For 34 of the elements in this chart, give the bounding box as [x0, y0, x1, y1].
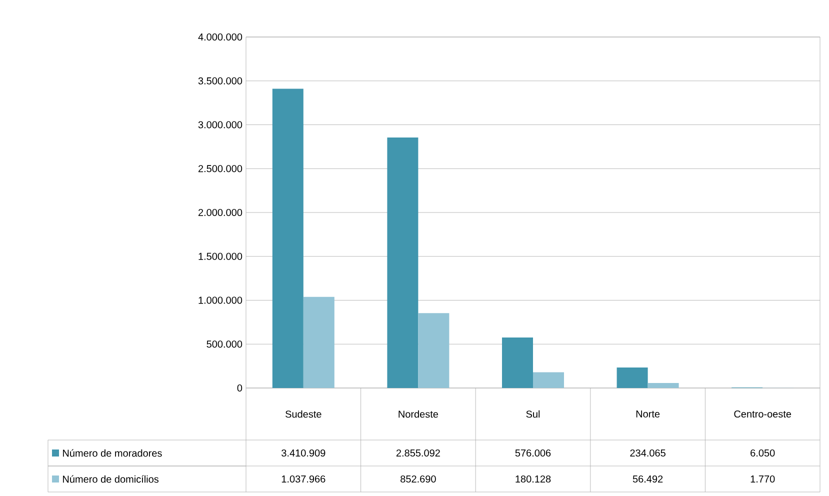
- data-label: 1.770: [750, 475, 775, 483]
- bar: [303, 296, 334, 388]
- y-tick-label: 500.000: [206, 340, 242, 348]
- data-label: 180.128: [516, 475, 551, 483]
- y-tick-label: 3.500.000: [198, 77, 242, 84]
- bar: [648, 383, 679, 388]
- legend-label: Número de moradores: [63, 449, 162, 457]
- bar: [533, 372, 564, 388]
- y-tick-label: 1.000.000: [198, 296, 242, 304]
- y-tick-label: 3.000.000: [198, 121, 242, 128]
- bar: [616, 367, 648, 388]
- x-tick-label: Norte: [636, 410, 660, 418]
- data-label: 852.690: [400, 475, 436, 483]
- bar: [387, 137, 418, 388]
- y-tick-label: 2.500.000: [198, 165, 242, 172]
- data-label: 56.492: [632, 475, 663, 483]
- y-tick-label: 1.500.000: [198, 252, 242, 260]
- x-tick-label: Sudeste: [286, 410, 322, 418]
- y-tick-label: 2.000.000: [198, 208, 242, 216]
- x-tick-label: Sul: [526, 410, 540, 418]
- bar: [272, 88, 304, 388]
- x-tick-label: Nordeste: [398, 410, 438, 418]
- bar: [502, 337, 534, 388]
- data-label: 1.037.966: [282, 475, 326, 483]
- legend-label: Número de domicílios: [63, 475, 159, 483]
- data-label: 234.065: [630, 449, 666, 457]
- data-label: 2.855.092: [396, 449, 440, 457]
- data-label: 3.410.909: [282, 449, 326, 457]
- y-tick-label: 0: [237, 384, 242, 392]
- data-label: 6.050: [750, 449, 775, 457]
- x-tick-label: Centro-oeste: [734, 410, 792, 418]
- y-tick-label: 4.000.000: [198, 33, 242, 41]
- bar: [418, 313, 450, 388]
- data-label: 576.006: [515, 449, 551, 457]
